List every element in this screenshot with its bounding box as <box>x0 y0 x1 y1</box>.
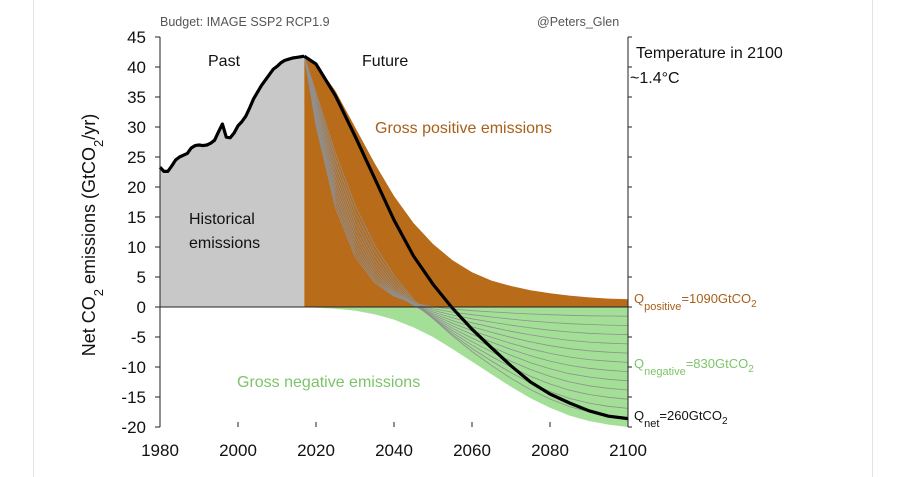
fan-line <box>303 56 629 391</box>
y-axis-label: Net CO2 emissions (GtCO2/yr) <box>79 114 106 357</box>
page-left-border <box>33 0 34 477</box>
x-tick-label: 1980 <box>141 441 179 460</box>
historical-label-line1: Historical <box>189 211 255 228</box>
historical-net-line <box>158 54 305 173</box>
x-tick-label: 2020 <box>297 441 335 460</box>
historical-emissions-area <box>160 56 305 308</box>
y-tick-label: 40 <box>127 58 146 77</box>
y-tick-label: -5 <box>131 328 146 347</box>
gross-negative-area <box>304 307 628 427</box>
q-negative-label: Qnegative=830GtCO2 <box>634 356 754 378</box>
chart-fills <box>160 56 628 427</box>
temperature-title: Temperature in 2100 <box>636 45 783 62</box>
future-label: Future <box>362 53 408 70</box>
x-tick-label: 2060 <box>453 441 491 460</box>
fan-line <box>303 56 629 409</box>
temperature-value: ~1.4°C <box>630 70 680 87</box>
chart-lines <box>158 54 629 421</box>
credit-label: @Peters_Glen <box>537 15 619 29</box>
fan-line <box>303 56 629 400</box>
y-tick-label: 45 <box>127 28 146 47</box>
fan-line <box>303 56 629 363</box>
past-label: Past <box>208 53 241 70</box>
y-tick-label: 20 <box>127 178 146 197</box>
fan-line <box>303 56 629 418</box>
fan-line <box>303 56 629 372</box>
q-net-label: Qnet=260GtCO2 <box>634 408 728 430</box>
budget-label: Budget: IMAGE SSP2 RCP1.9 <box>160 15 330 29</box>
x-tick-label: 2040 <box>375 441 413 460</box>
gross-positive-area <box>304 56 628 308</box>
historical-label-line2: emissions <box>189 235 260 252</box>
y-tick-label: 15 <box>127 208 146 227</box>
y-tick-label: 25 <box>127 148 146 167</box>
fan-line <box>303 56 629 382</box>
fan-line <box>303 56 629 326</box>
q-positive-label: Qpositive=1090GtCO2 <box>634 291 757 313</box>
y-tick-label: 35 <box>127 88 146 107</box>
fan-line <box>303 56 629 317</box>
gross-negative-label: Gross negative emissions <box>237 374 420 391</box>
y-tick-label: 5 <box>137 268 146 287</box>
page-right-border <box>872 0 873 477</box>
x-tick-label: 2080 <box>531 441 569 460</box>
y-tick-label: 30 <box>127 118 146 137</box>
fan-line <box>303 56 629 354</box>
y-tick-label: -20 <box>121 418 146 437</box>
x-tick-label: 2100 <box>609 441 647 460</box>
y-tick-label: 0 <box>137 298 146 317</box>
y-tick-label: 10 <box>127 238 146 257</box>
chart-axes <box>155 36 632 428</box>
x-tick-label: 2000 <box>219 441 257 460</box>
future-net-line <box>303 54 629 421</box>
tick-labels: 45 40 35 30 25 20 15 10 5 0 -5 -10 -15 -20 1980 2000 202… <box>121 28 646 460</box>
y-tick-label: -10 <box>121 358 146 377</box>
y-tick-label: -15 <box>121 388 146 407</box>
gross-positive-label: Gross positive emissions <box>375 120 552 137</box>
